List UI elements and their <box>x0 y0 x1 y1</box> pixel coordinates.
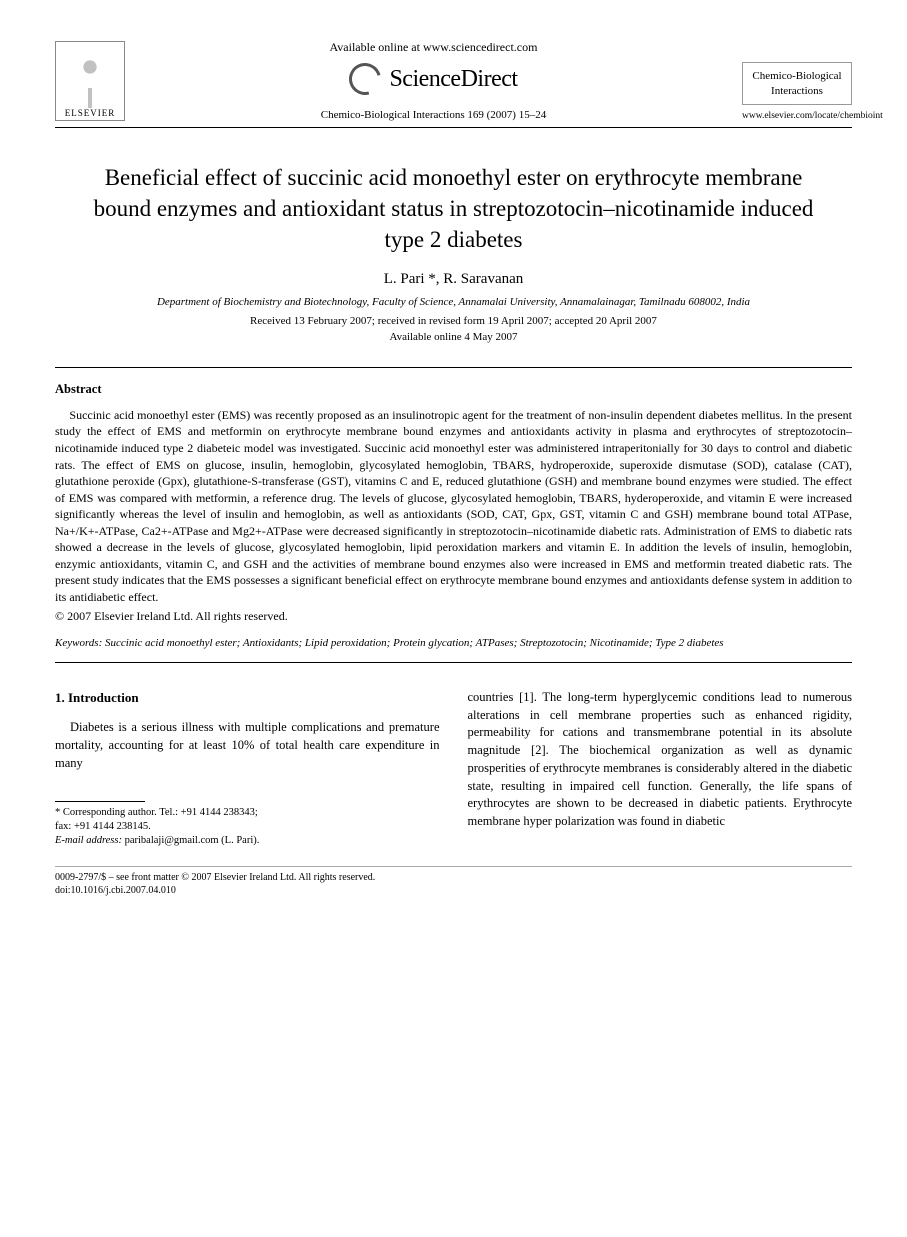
journal-name-line2: Interactions <box>771 85 823 97</box>
footnote-fax: fax: +91 4144 238145. <box>55 821 151 832</box>
footnote-email-label: E-mail address: <box>55 835 122 846</box>
available-line: Available online 4 May 2007 <box>389 331 517 343</box>
footer-front-matter: 0009-2797/$ – see front matter © 2007 El… <box>55 872 375 883</box>
authors: L. Pari *, R. Saravanan <box>55 271 852 288</box>
abstract-copyright: © 2007 Elsevier Ireland Ltd. All rights … <box>55 609 852 624</box>
paper-title: Beneficial effect of succinic acid monoe… <box>85 162 822 255</box>
keywords-label: Keywords: <box>55 637 102 649</box>
intro-heading: 1. Introduction <box>55 689 440 707</box>
article-dates: Received 13 February 2007; received in r… <box>55 314 852 345</box>
sciencedirect-text: ScienceDirect <box>389 66 517 93</box>
footnote-email[interactable]: paribalaji@gmail.com <box>125 835 219 846</box>
body-columns: 1. Introduction Diabetes is a serious il… <box>55 689 852 848</box>
citation-line: Chemico-Biological Interactions 169 (200… <box>135 109 732 121</box>
footnote-email-who: (L. Pari). <box>221 835 259 846</box>
elsevier-logo: ELSEVIER <box>55 41 125 121</box>
received-line: Received 13 February 2007; received in r… <box>250 315 657 327</box>
footnote-rule <box>55 801 145 802</box>
elsevier-tree-icon <box>65 53 115 108</box>
divider-top <box>55 367 852 368</box>
journal-url: www.elsevier.com/locate/chembioint <box>742 111 852 121</box>
column-right: countries [1]. The long-term hyperglycem… <box>468 689 853 848</box>
intro-paragraph-left: Diabetes is a serious illness with multi… <box>55 719 440 772</box>
available-online-text: Available online at www.sciencedirect.co… <box>135 40 732 55</box>
header-center: Available online at www.sciencedirect.co… <box>125 40 742 121</box>
sciencedirect-logo: ScienceDirect <box>135 63 732 95</box>
affiliation: Department of Biochemistry and Biotechno… <box>55 296 852 308</box>
divider-bottom <box>55 662 852 663</box>
corresponding-author-footnote: * Corresponding author. Tel.: +91 4144 2… <box>55 806 440 849</box>
elsevier-label: ELSEVIER <box>65 108 116 118</box>
keywords-list: Succinic acid monoethyl ester; Antioxida… <box>105 637 724 649</box>
page-footer: 0009-2797/$ – see front matter © 2007 El… <box>55 866 852 897</box>
footnote-corr: * Corresponding author. Tel.: +91 4144 2… <box>55 807 258 818</box>
footer-doi: doi:10.1016/j.cbi.2007.04.010 <box>55 885 176 896</box>
sciencedirect-swirl-icon <box>344 57 388 101</box>
page-header: ELSEVIER Available online at www.science… <box>55 40 852 128</box>
abstract-body: Succinic acid monoethyl ester (EMS) was … <box>55 407 852 606</box>
column-left: 1. Introduction Diabetes is a serious il… <box>55 689 440 848</box>
journal-name-line1: Chemico-Biological <box>752 70 841 82</box>
abstract-heading: Abstract <box>55 382 852 397</box>
journal-name: Chemico-Biological Interactions <box>742 62 852 105</box>
journal-box: Chemico-Biological Interactions www.else… <box>742 62 852 121</box>
keywords: Keywords: Succinic acid monoethyl ester;… <box>55 636 852 651</box>
intro-paragraph-right: countries [1]. The long-term hyperglycem… <box>468 689 853 831</box>
